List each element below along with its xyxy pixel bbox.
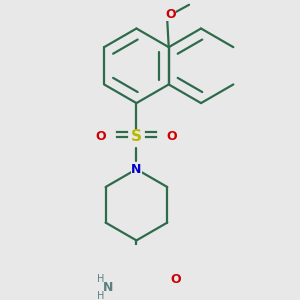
Text: O: O <box>170 273 181 286</box>
Text: H: H <box>97 291 104 300</box>
Text: S: S <box>131 130 142 145</box>
Text: H: H <box>97 274 104 284</box>
Text: O: O <box>165 8 176 21</box>
Text: N: N <box>102 281 113 294</box>
Text: N: N <box>131 163 142 176</box>
Text: O: O <box>167 130 177 143</box>
Text: O: O <box>95 130 106 143</box>
